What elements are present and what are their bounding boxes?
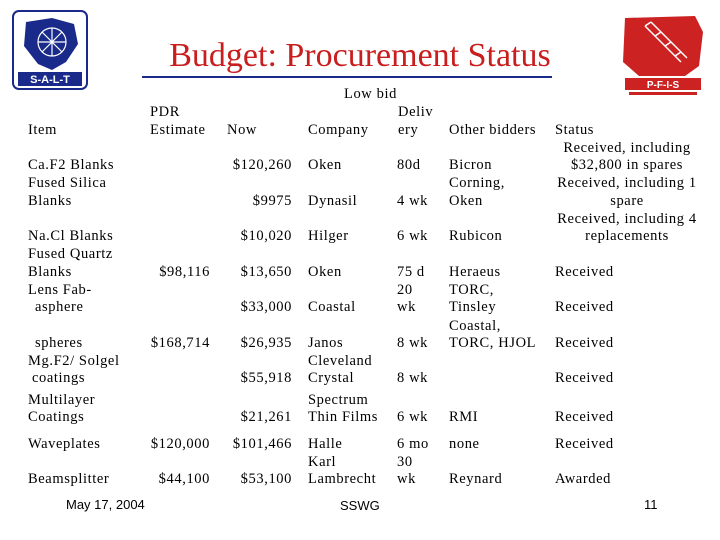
header-company: Company <box>308 122 369 138</box>
pdr-value-4: $44,100 <box>158 471 210 487</box>
delivery-9a: 6 mo <box>397 436 429 452</box>
company-4: Oken <box>308 264 342 280</box>
now-value-7: $55,918 <box>240 370 292 386</box>
item-nacl: Na.Cl Blanks <box>28 228 114 244</box>
pfis-logo: P-F-I-S <box>615 12 711 98</box>
delivery-9c: wk <box>397 471 416 487</box>
other-4b: TORC, <box>449 282 495 298</box>
delivery-6: 8 wk <box>397 335 428 351</box>
header-item: Item <box>28 122 57 138</box>
company-7b: Crystal <box>308 370 355 386</box>
now-value-9: $101,466 <box>232 436 292 452</box>
item-fused-silica-1: Fused Silica <box>28 175 107 191</box>
now-value-1: $120,260 <box>232 157 292 173</box>
delivery-1: 80d <box>397 157 421 173</box>
now-value-6: $26,935 <box>240 335 292 351</box>
item-lens-fab-2: asphere <box>35 299 84 315</box>
delivery-4a: 75 d <box>397 264 425 280</box>
delivery-9b: 30 <box>397 454 413 470</box>
status-2b: spare <box>610 193 644 209</box>
item-spheres: spheres <box>35 335 83 351</box>
footer-center: SSWG <box>340 498 380 513</box>
header-status: Status <box>555 122 595 138</box>
title-underline <box>142 76 552 78</box>
other-4c: Tinsley <box>449 299 497 315</box>
page-title: Budget: Procurement Status <box>169 37 551 74</box>
other-4a: Heraeus <box>449 264 501 280</box>
footer-date: May 17, 2004 <box>66 497 145 512</box>
status-9: Received <box>555 436 614 452</box>
item-multilayer-1: Multilayer <box>28 392 96 408</box>
now-value-8: $21,261 <box>240 409 292 425</box>
status-1b: $32,800 in spares <box>570 157 684 173</box>
salt-logo: S-A-L-T <box>12 10 88 90</box>
delivery-8: 6 wk <box>397 409 428 425</box>
status-7: Received <box>555 370 614 386</box>
status-3a: Received, including 4 <box>557 211 697 227</box>
company-8a: Spectrum <box>308 392 369 408</box>
status-1a: Received, including <box>563 140 691 156</box>
now-value-4: $13,650 <box>240 264 292 280</box>
header-now: Now <box>227 122 257 138</box>
company-6: Janos <box>308 335 344 351</box>
other-3: Rubicon <box>449 228 503 244</box>
item-mgf2-2: coatings <box>32 370 86 386</box>
company-8b: Thin Films <box>308 409 379 425</box>
pdr-value-3: $120,000 <box>150 436 210 452</box>
now-value-10: $53,100 <box>240 471 292 487</box>
company-5: Coastal <box>308 299 356 315</box>
now-value-2: $9975 <box>252 193 292 209</box>
company-9: Halle <box>308 436 343 452</box>
item-caf2: Ca.F2 Blanks <box>28 157 115 173</box>
other-10: Reynard <box>449 471 503 487</box>
pdr-value-1: $98,116 <box>159 264 210 280</box>
pfis-logo-text: P-F-I-S <box>647 80 680 91</box>
other-2b: Oken <box>449 193 483 209</box>
company-10b: Lambrecht <box>308 471 377 487</box>
company-3: Hilger <box>308 228 349 244</box>
other-9: none <box>449 436 480 452</box>
status-6: Received <box>555 335 614 351</box>
item-fused-quartz-1: Fused Quartz <box>28 246 113 262</box>
company-7a: Cleveland <box>308 353 373 369</box>
delivery-7: 8 wk <box>397 370 428 386</box>
item-lens-fab-1: Lens Fab- <box>28 282 92 298</box>
header-deliv-line1: Deliv <box>398 104 434 120</box>
other-1: Bicron <box>449 157 493 173</box>
header-deliv-line2: ery <box>398 122 419 138</box>
status-4: Received <box>555 264 614 280</box>
item-mgf2-1: Mg.F2/ Solgel <box>28 353 120 369</box>
status-5: Received <box>555 299 614 315</box>
delivery-4b: 20 <box>397 282 413 298</box>
now-value-3: $10,020 <box>240 228 292 244</box>
company-2: Dynasil <box>308 193 358 209</box>
other-8: RMI <box>449 409 479 425</box>
other-4d: Coastal, <box>449 318 501 334</box>
company-1: Oken <box>308 157 342 173</box>
now-value-5: $33,000 <box>240 299 292 315</box>
header-lowbid: Low bid <box>344 86 397 102</box>
item-waveplates: Waveplates <box>28 436 101 452</box>
delivery-3: 6 wk <box>397 228 428 244</box>
header-pdr-line2: Estimate <box>150 122 206 138</box>
delivery-4c: wk <box>397 299 416 315</box>
footer-page-number: 11 <box>644 497 658 512</box>
item-fused-quartz-2: Blanks <box>28 264 72 280</box>
pdr-value-2: $168,714 <box>150 335 210 351</box>
item-multilayer-2: Coatings <box>28 409 85 425</box>
status-10: Awarded <box>555 471 612 487</box>
item-fused-silica-2: Blanks <box>28 193 72 209</box>
header-pdr-line1: PDR <box>150 104 181 120</box>
delivery-2: 4 wk <box>397 193 428 209</box>
status-8: Received <box>555 409 614 425</box>
other-2a: Corning, <box>449 175 505 191</box>
company-10a: Karl <box>308 454 337 470</box>
header-other-bidders: Other bidders <box>449 122 537 138</box>
other-4e: TORC, HJOL <box>449 335 537 351</box>
status-2a: Received, including 1 <box>557 175 697 191</box>
status-3b: replacements <box>585 228 669 244</box>
item-beamsplitter: Beamsplitter <box>28 471 110 487</box>
salt-logo-text: S-A-L-T <box>30 74 70 86</box>
